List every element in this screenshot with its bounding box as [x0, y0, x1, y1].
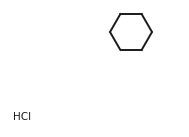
Text: N: N	[122, 0, 130, 1]
Text: HCl: HCl	[13, 112, 31, 122]
